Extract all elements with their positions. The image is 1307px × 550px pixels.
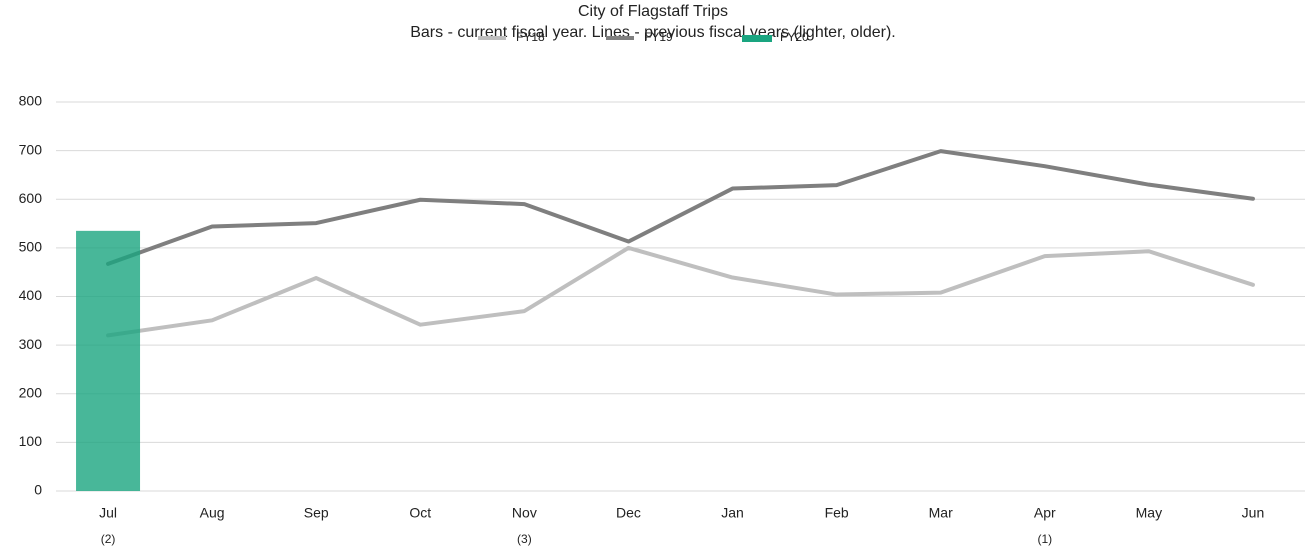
y-tick-label: 500 — [19, 239, 43, 255]
line-series — [106, 149, 1255, 266]
chart-title: City of Flagstaff Trips — [578, 3, 728, 20]
x-tick-note: (3) — [517, 532, 532, 546]
legend-label: FY18 — [516, 30, 545, 44]
x-tick-label: Jul — [99, 505, 117, 521]
x-tick-label: Oct — [409, 505, 431, 521]
x-tick-label: Jan — [721, 505, 744, 521]
line-series — [106, 245, 1255, 338]
y-tick-label: 800 — [19, 93, 43, 109]
y-tick-label: 600 — [19, 190, 43, 206]
legend-label: FY19 — [644, 30, 673, 44]
legend-label: FY20 — [780, 30, 809, 44]
x-tick-label: Dec — [616, 505, 641, 521]
x-tick-label: May — [1136, 505, 1162, 521]
y-tick-label: 700 — [19, 141, 43, 157]
y-tick-label: 300 — [19, 336, 43, 352]
legend-swatch — [742, 35, 772, 42]
x-tick-label: Jun — [1242, 505, 1265, 521]
x-tick-label: Feb — [825, 505, 849, 521]
y-tick-label: 400 — [19, 287, 43, 303]
y-tick-label: 100 — [19, 433, 43, 449]
x-tick-label: Apr — [1034, 505, 1056, 521]
x-tick-label: Aug — [200, 505, 225, 521]
chart-subtitle: Bars - current fiscal year. Lines - prev… — [410, 24, 896, 41]
y-tick-label: 0 — [34, 482, 42, 498]
x-tick-label: Sep — [304, 505, 329, 521]
x-tick-note: (1) — [1037, 532, 1052, 546]
x-tick-label: Mar — [929, 505, 953, 521]
bar — [76, 230, 141, 491]
x-tick-note: (2) — [101, 532, 116, 546]
x-tick-label: Nov — [512, 505, 537, 521]
y-tick-label: 200 — [19, 384, 43, 400]
